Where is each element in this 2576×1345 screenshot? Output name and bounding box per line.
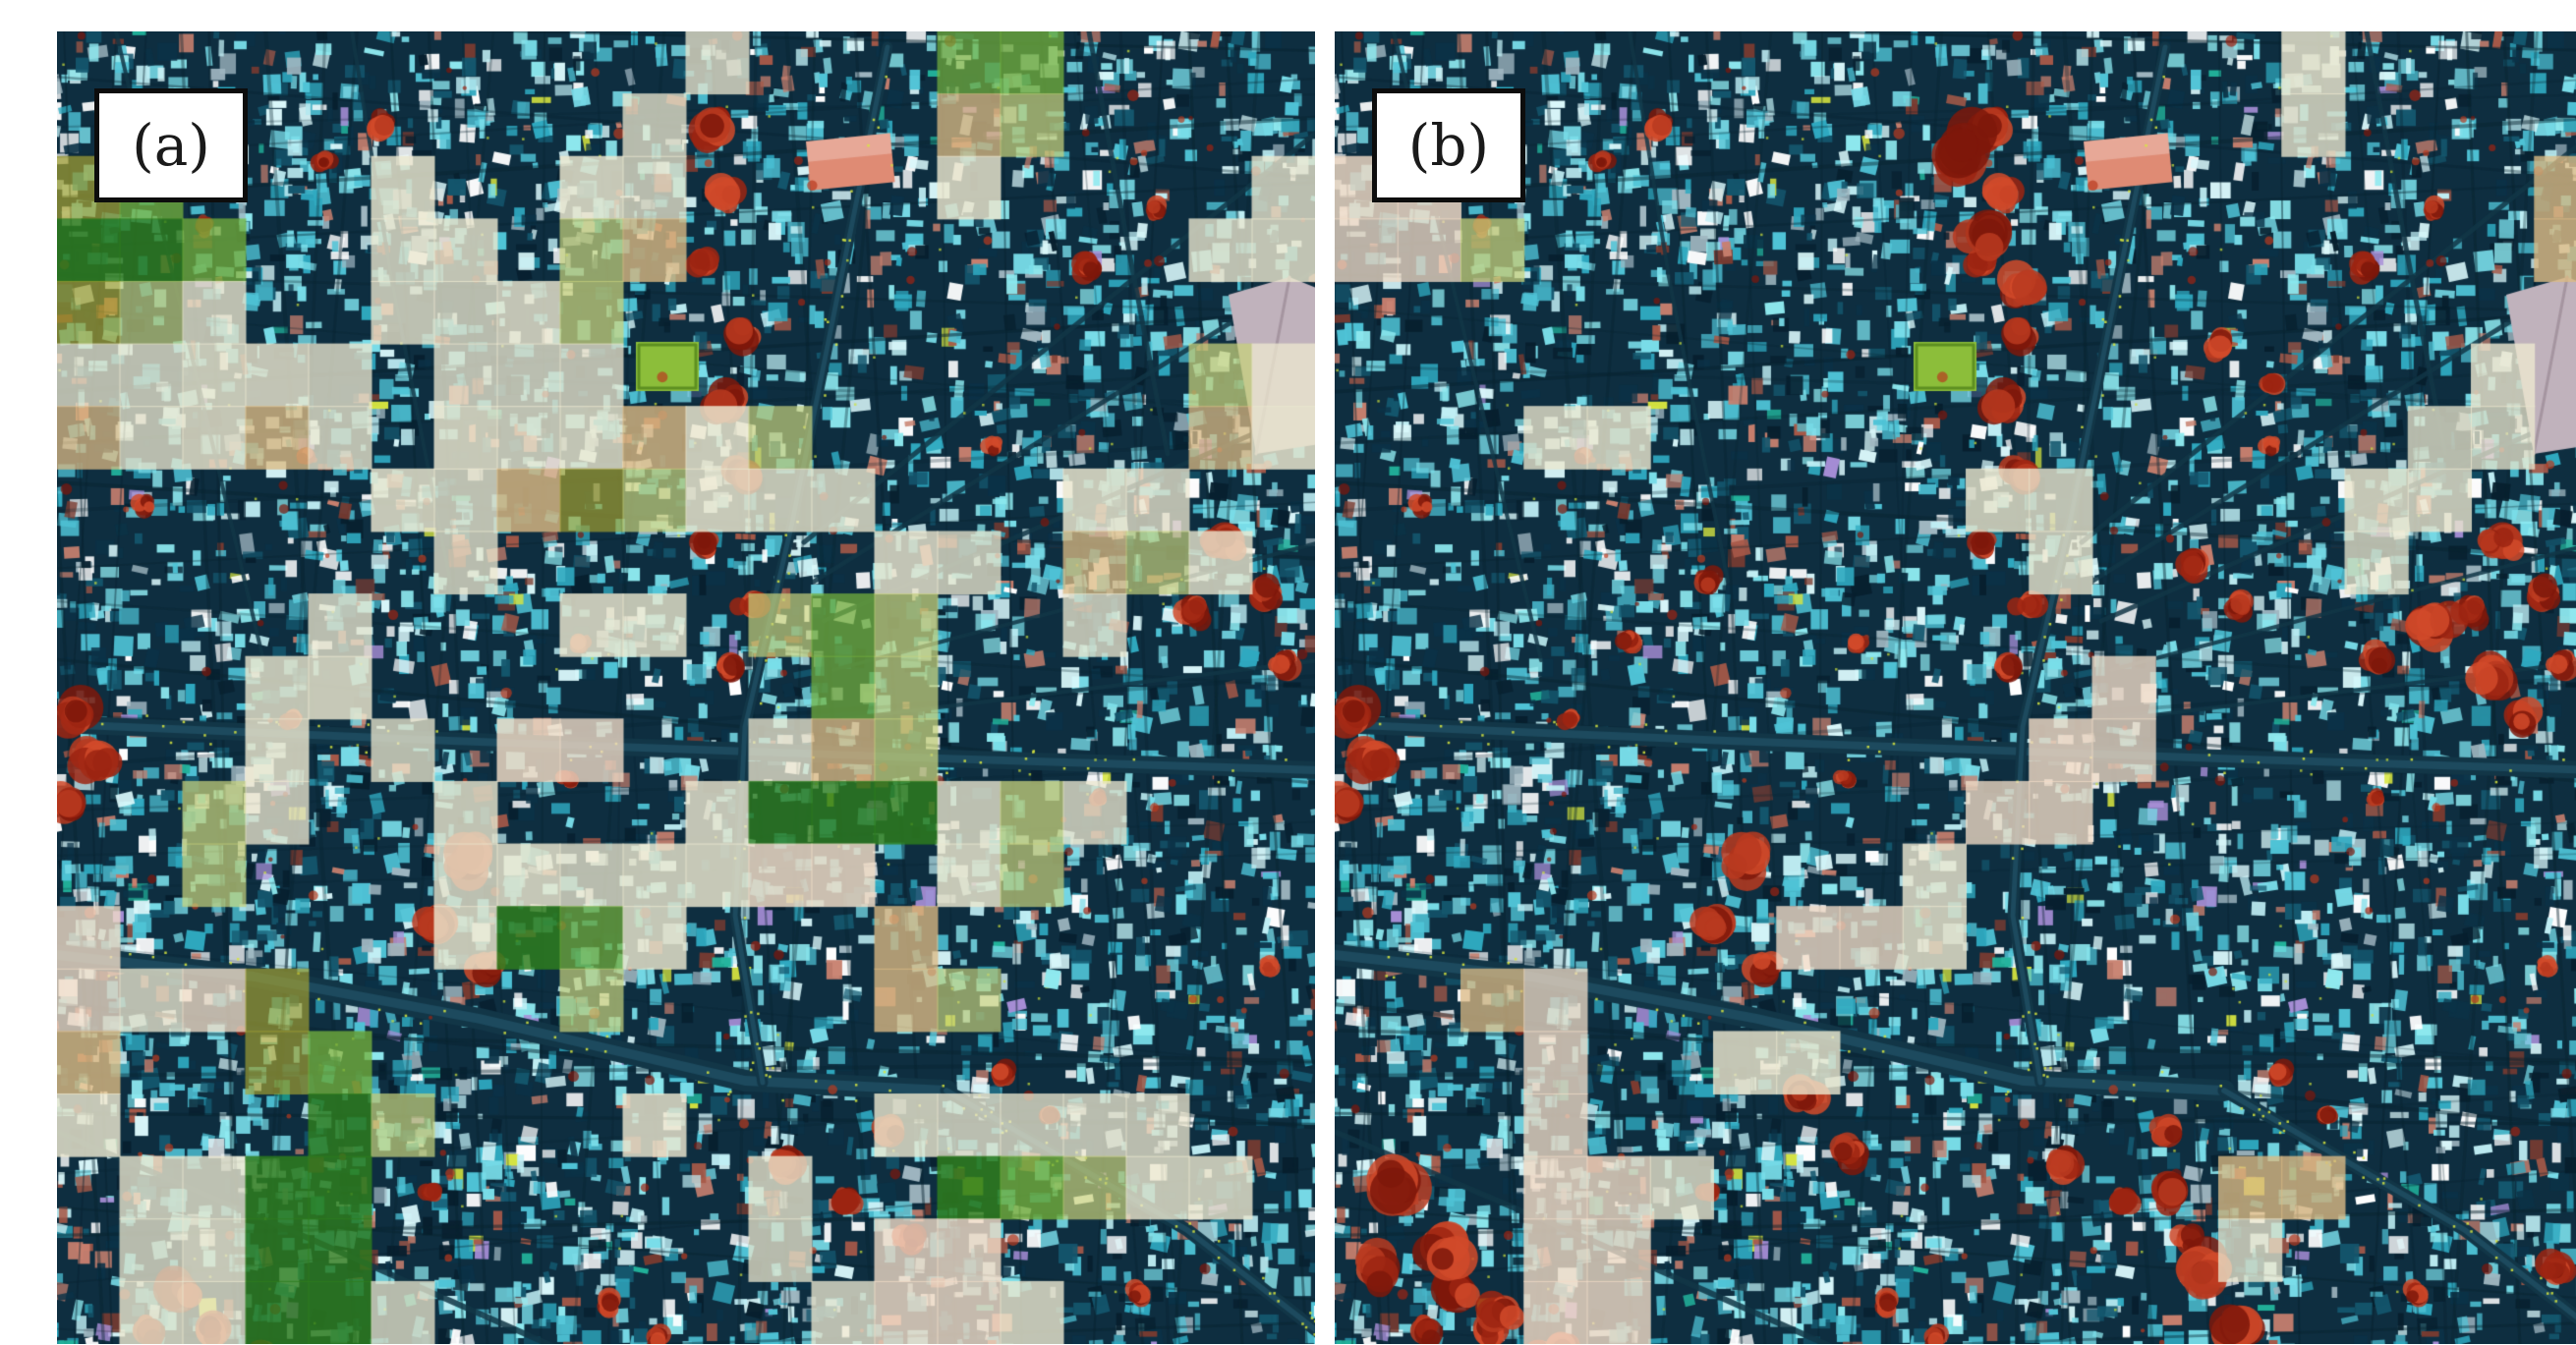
panel-label-a: (a): [94, 88, 248, 202]
panel-label-b: (b): [1372, 88, 1525, 202]
satellite-image-a: [57, 31, 1315, 1344]
satellite-panel-a: (a): [57, 31, 1315, 1344]
panel-label-b-text: (b): [1407, 112, 1490, 179]
satellite-panel-b: (b): [1335, 31, 2576, 1344]
panel-label-a-text: (a): [132, 112, 210, 179]
satellite-image-b: [1335, 31, 2576, 1344]
